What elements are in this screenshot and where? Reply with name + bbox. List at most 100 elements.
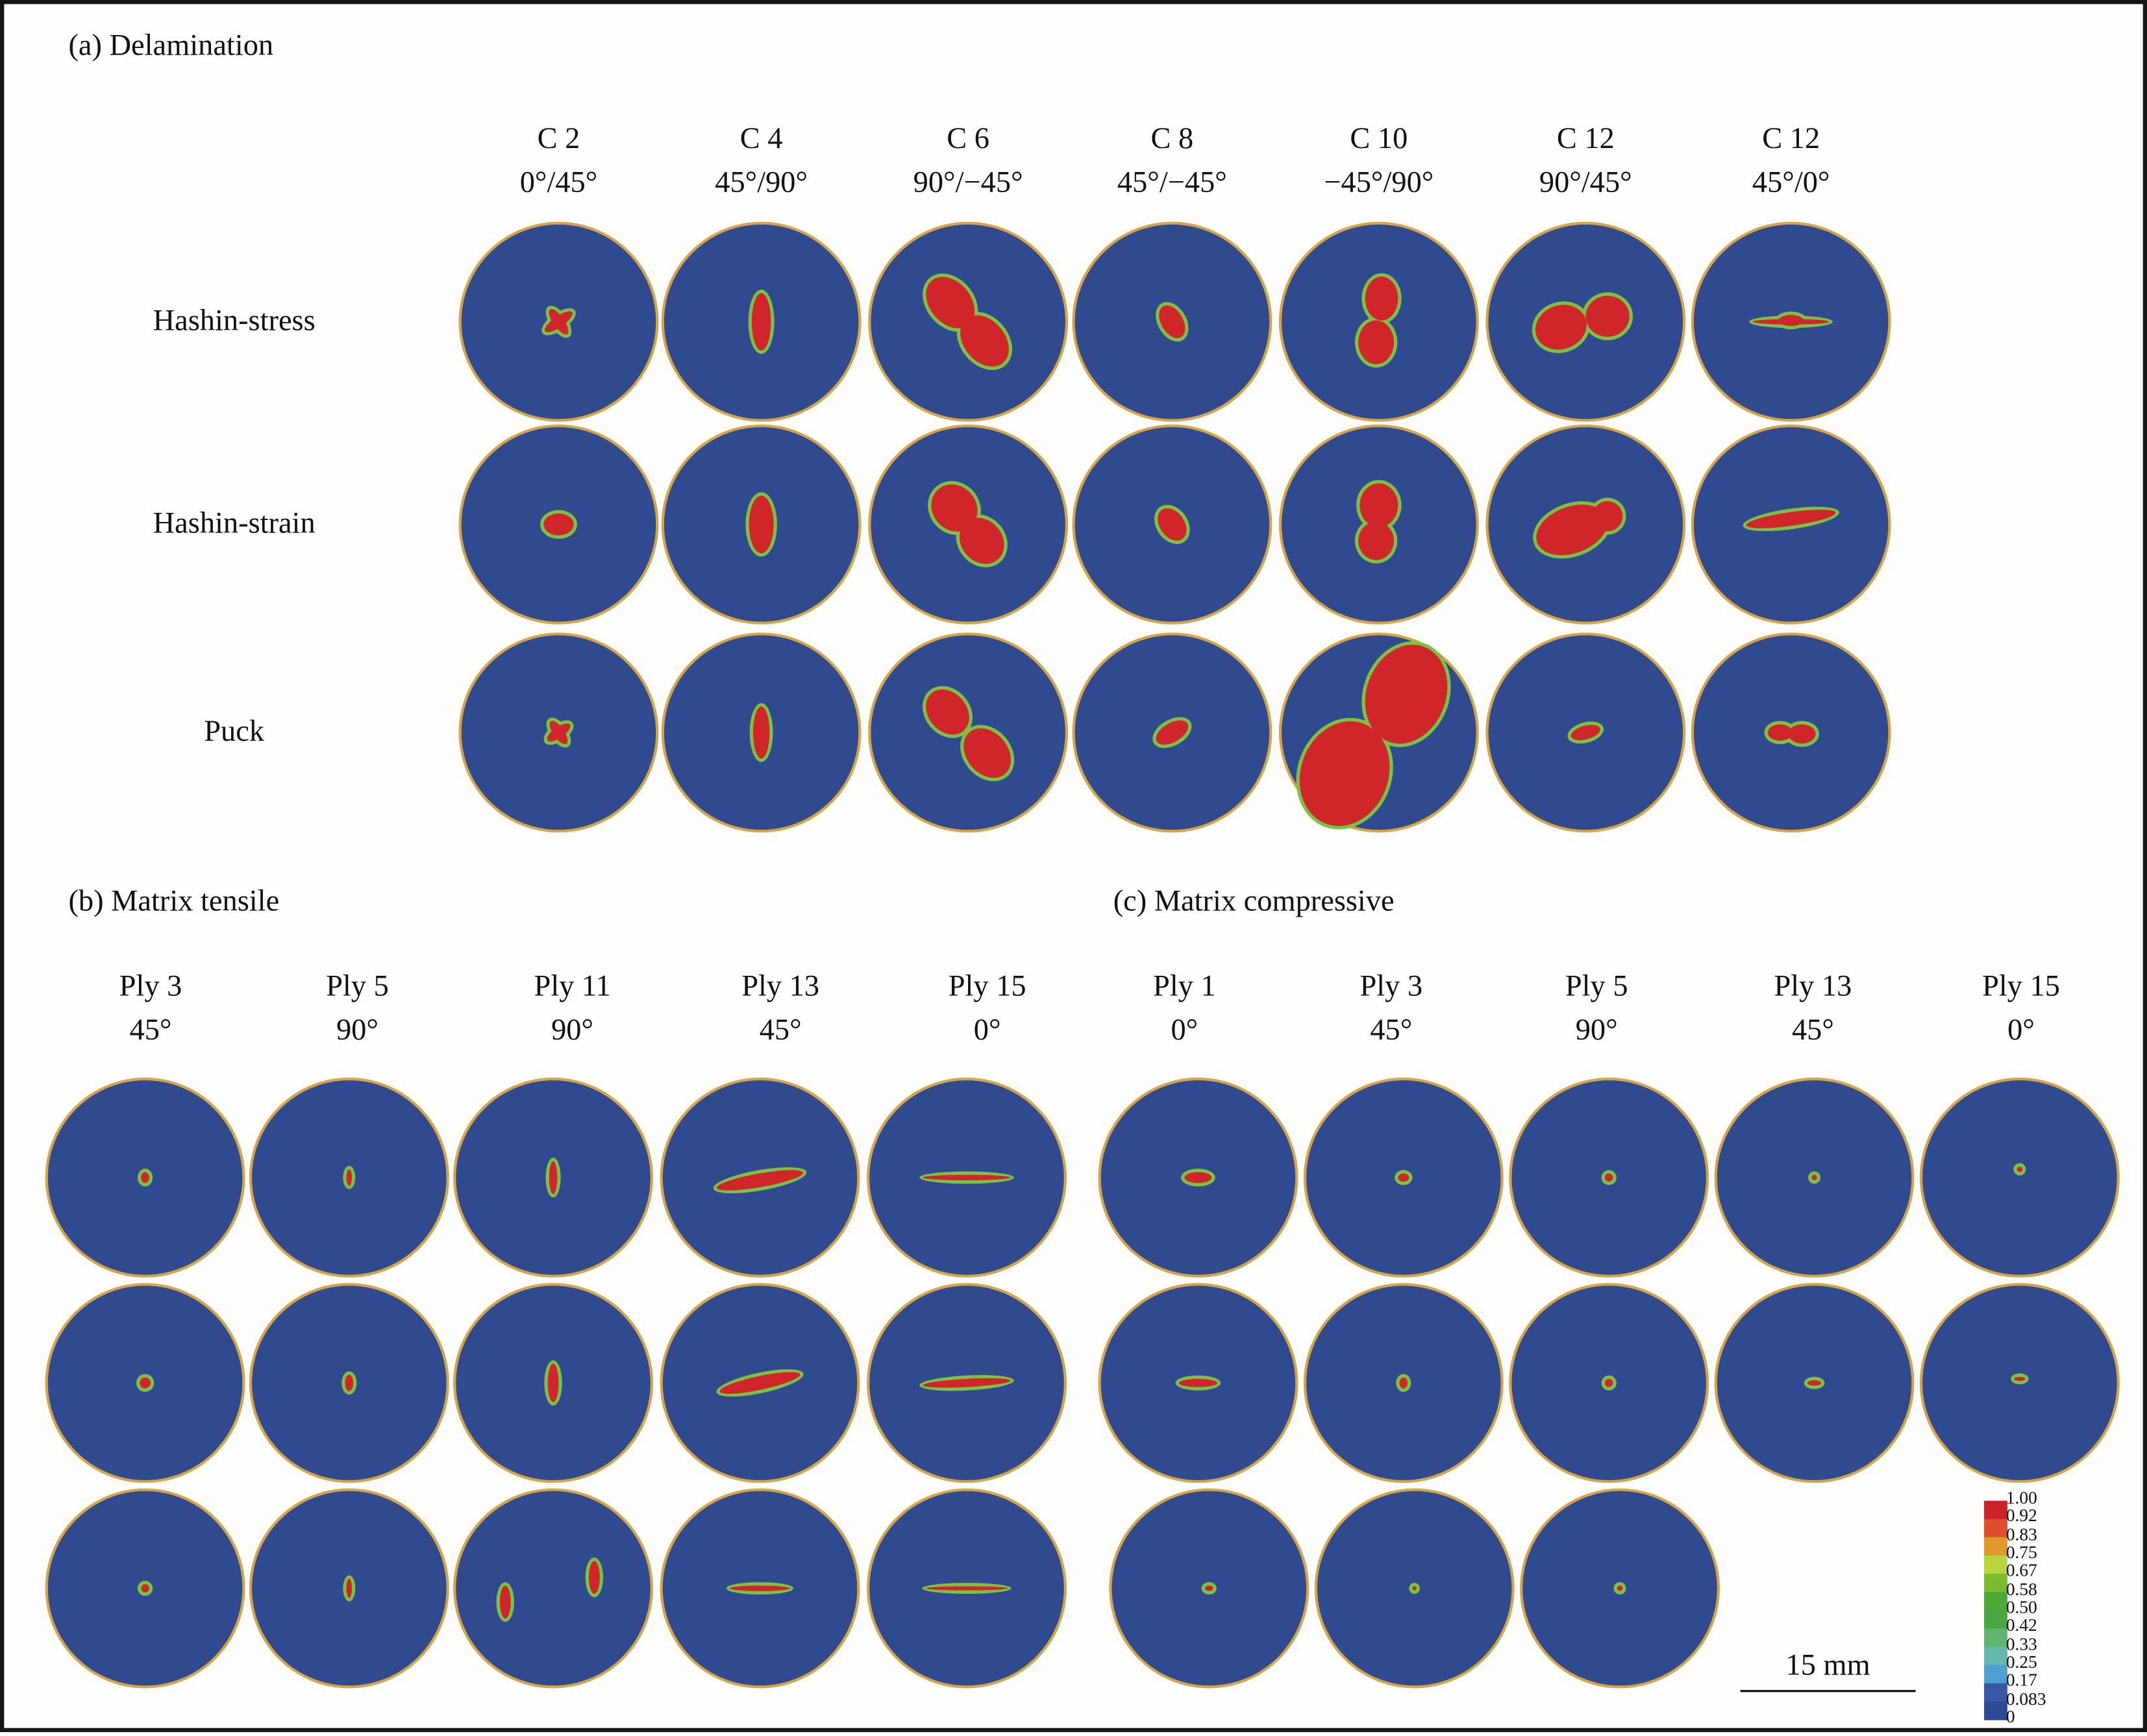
- damage-zone: [1617, 1585, 1623, 1591]
- ply-header: Ply 13: [1774, 968, 1852, 1002]
- damage-zone: [141, 1584, 149, 1593]
- panel-a-title: (a) Delamination: [68, 27, 274, 62]
- matrix-tensile-map: [453, 1283, 654, 1483]
- ply-header: Ply 5: [326, 968, 389, 1002]
- delamination-map: [1072, 221, 1272, 422]
- legend-label: 0: [2005, 1705, 2015, 1727]
- delamination-map: [868, 632, 1069, 833]
- ply-angle: 45°: [129, 1011, 172, 1047]
- damage-zone: [549, 309, 569, 335]
- damage-zone: [1811, 1174, 1817, 1181]
- matrix-tensile-map: [453, 1077, 654, 1278]
- ply-header: Ply 15: [948, 968, 1026, 1002]
- damage-zone: [925, 1586, 1008, 1591]
- delamination-map: [1072, 424, 1272, 625]
- damage-zone: [749, 495, 774, 554]
- matrix-compressive-map: [1303, 1283, 1504, 1483]
- damage-zone: [1398, 1173, 1409, 1182]
- column-header-interface: C 12: [1556, 120, 1615, 155]
- damage-zone: [1767, 724, 1793, 741]
- legend-swatch: [1984, 1610, 2007, 1630]
- ply-header: Ply 1: [1153, 968, 1216, 1002]
- damage-zone: [1412, 1586, 1417, 1591]
- legend-swatch: [1984, 1574, 2007, 1593]
- delamination-map: [458, 424, 659, 625]
- legend-swatch: [1984, 1628, 2007, 1648]
- damage-zone: [959, 517, 1004, 564]
- delamination-map: [661, 221, 862, 422]
- damage-zone: [2014, 1376, 2026, 1382]
- damage-zone: [1746, 510, 1836, 528]
- legend-label: 0.50: [2005, 1596, 2037, 1617]
- specimen-disc: [1919, 1077, 2120, 1278]
- legend-swatch: [1984, 1683, 2007, 1702]
- ply-angle: 0°: [1171, 1011, 1198, 1047]
- damage-zone: [1184, 1172, 1212, 1184]
- damage-zone: [1178, 1378, 1217, 1387]
- matrix-compressive-map: [1919, 1077, 2120, 1278]
- matrix-tensile-map: [453, 1488, 654, 1689]
- delamination-map: [1485, 424, 1686, 625]
- damage-zone: [1592, 501, 1623, 532]
- column-header-interface: C 10: [1350, 120, 1408, 155]
- ply-angle: 0°: [973, 1011, 1001, 1047]
- legend-swatch: [1984, 1537, 2007, 1556]
- damage-zone: [1604, 1378, 1613, 1387]
- damage-zone: [346, 1169, 353, 1186]
- legend-swatch: [1984, 1555, 2007, 1574]
- damage-zone: [1365, 277, 1398, 321]
- matrix-compressive-map: [1509, 1283, 1709, 1483]
- column-header-interface: C 8: [1150, 120, 1194, 155]
- damage-zone: [547, 1363, 559, 1402]
- ply-angle: 90°: [1575, 1011, 1618, 1047]
- matrix-tensile-map: [660, 1488, 860, 1689]
- damage-zone: [1604, 1173, 1613, 1182]
- damage-zone: [753, 706, 770, 759]
- column-header-angles: −45°/90°: [1324, 164, 1434, 199]
- matrix-tensile-map: [249, 1283, 449, 1483]
- delamination-map: [868, 221, 1069, 422]
- matrix-tensile-map: [45, 1283, 245, 1483]
- legend-label: 1.00: [2005, 1487, 2037, 1508]
- column-header-interface: C 12: [1762, 120, 1820, 155]
- damage-zone: [926, 689, 969, 735]
- ply-header: Ply 15: [1982, 968, 2060, 1002]
- matrix-tensile-map: [867, 1077, 1067, 1278]
- column-header-angles: 45°/0°: [1752, 164, 1830, 199]
- damage-zone: [549, 1161, 558, 1195]
- specimen-disc: [453, 1488, 654, 1689]
- ply-angle: 45°: [1791, 1011, 1834, 1047]
- column-header-interface: C 4: [739, 120, 783, 155]
- legend-label: 0.83: [2005, 1523, 2037, 1544]
- legend-label: 0.75: [2005, 1541, 2037, 1563]
- matrix-tensile-map: [660, 1077, 860, 1278]
- ply-header: Ply 13: [741, 968, 820, 1002]
- delamination-map: [868, 424, 1069, 625]
- ply-angle: 90°: [551, 1011, 594, 1047]
- delamination-map: [1691, 221, 1891, 422]
- matrix-tensile-map: [249, 1077, 449, 1278]
- matrix-compressive-map: [1098, 1077, 1298, 1278]
- damage-zone: [1358, 521, 1395, 560]
- matrix-tensile-map: [45, 1077, 245, 1278]
- damage-zone: [751, 293, 771, 351]
- delamination-map: [458, 632, 659, 833]
- legend-label: 0.58: [2005, 1578, 2037, 1599]
- legend-swatch: [1984, 1701, 2007, 1720]
- damage-zone: [549, 721, 568, 745]
- legend-label: 0.083: [2005, 1687, 2046, 1709]
- matrix-compressive-map: [1509, 1077, 1709, 1278]
- ply-header: Ply 5: [1565, 968, 1628, 1002]
- legend-label: 0.42: [2005, 1615, 2037, 1635]
- legend-swatch: [1984, 1646, 2007, 1666]
- damage-zone: [730, 1585, 790, 1591]
- damage-zone: [717, 1170, 804, 1191]
- damage-zone: [719, 1372, 800, 1394]
- row-label: Puck: [204, 713, 265, 748]
- damage-zone: [923, 1174, 1011, 1181]
- delamination-map: [661, 632, 862, 833]
- damage-zone: [1807, 1380, 1822, 1386]
- delamination-map: [458, 221, 659, 422]
- legend-label: 0.67: [2005, 1559, 2037, 1581]
- ply-angle: 45°: [1370, 1011, 1413, 1047]
